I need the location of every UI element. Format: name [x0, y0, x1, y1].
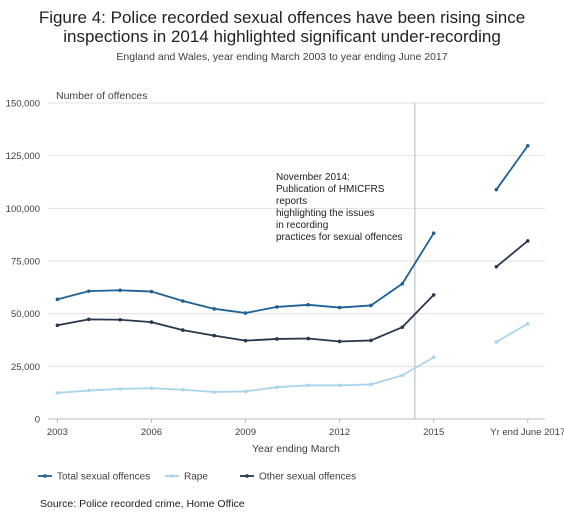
y-tick-label: 0 — [35, 415, 40, 426]
data-point — [55, 297, 60, 302]
legend: Total sexual offences Rape Other sexual of… — [38, 472, 356, 483]
data-point — [369, 338, 373, 343]
chart-title-line-2: inspections in 2014 highlighted signific… — [63, 27, 501, 46]
data-point — [400, 325, 405, 329]
x-tick-label: 2012 — [329, 427, 350, 438]
x-tick-label: 2003 — [47, 427, 68, 438]
data-point — [149, 320, 154, 324]
series-line-segment — [495, 322, 529, 343]
y-tick-label: 150,000 — [6, 99, 40, 110]
x-axis-ticks: 2003 2006 2009 2012 2015 Yr end June 2017 — [47, 419, 564, 438]
series-other-sexual-offences — [55, 239, 530, 344]
chart-title: Figure 4: Police recorded sexual offence… — [0, 8, 564, 46]
legend-item: Rape — [165, 472, 208, 483]
data-point — [337, 305, 342, 310]
annotation-line: November 2014: — [276, 172, 350, 183]
series-line — [57, 356, 435, 394]
legend-label: Total sexual offences — [57, 472, 150, 483]
data-point — [400, 281, 405, 286]
data-point — [118, 317, 122, 322]
data-point — [118, 288, 122, 293]
data-point — [369, 303, 373, 308]
annotation-line: highlighting the issues — [276, 208, 374, 219]
data-point — [86, 289, 91, 293]
y-tick-label: 100,000 — [6, 204, 40, 215]
legend-marker — [43, 474, 47, 478]
data-point — [212, 333, 216, 338]
data-point — [494, 264, 499, 269]
data-point — [431, 355, 436, 360]
legend-item: Total sexual offences — [38, 472, 150, 483]
chart-title-line-1: Figure 4: Police recorded sexual offence… — [38, 8, 526, 27]
data-point — [55, 391, 60, 395]
x-tick-label: Yr end June 2017 — [490, 427, 564, 438]
series-line — [57, 232, 435, 314]
y-tick-label: 75,000 — [11, 257, 40, 268]
x-axis-label: Year ending March — [252, 443, 340, 455]
data-point — [306, 336, 311, 341]
data-point — [118, 387, 122, 391]
y-tick-label: 50,000 — [11, 309, 40, 320]
annotation-line: reports — [276, 196, 307, 207]
x-tick-label: 2006 — [141, 427, 162, 438]
data-point — [181, 387, 185, 392]
data-point — [212, 390, 216, 394]
legend-label: Rape — [184, 472, 208, 483]
series-line-segment — [495, 145, 529, 191]
series-rape — [55, 321, 530, 395]
chart-subtitle: England and Wales, year ending March 200… — [116, 51, 448, 63]
annotation-line: practices for sexual offences — [276, 232, 403, 243]
data-point — [243, 311, 248, 315]
data-point — [149, 386, 154, 391]
data-point — [275, 337, 279, 341]
data-point — [494, 187, 499, 192]
data-point — [181, 299, 185, 303]
data-point — [337, 339, 342, 344]
y-tick-label: 25,000 — [11, 362, 40, 373]
data-point — [243, 338, 248, 343]
y-tick-label: 125,000 — [6, 151, 40, 162]
x-tick-label: 2015 — [423, 427, 444, 438]
data-point — [275, 385, 279, 389]
annotation-line: Publication of HMICFRS — [276, 184, 385, 195]
data-point — [306, 383, 311, 388]
data-point — [337, 383, 342, 388]
data-point — [306, 303, 311, 307]
data-point — [149, 289, 154, 294]
y-axis-ticks: 0 25,000 50,000 75,000 100,000 125,000 150,000 — [6, 99, 40, 426]
series-total-sexual-offences — [55, 143, 530, 315]
data-point — [212, 307, 216, 311]
annotation: November 2014:Publication of HMICFRSrepo… — [276, 172, 403, 243]
legend-marker — [245, 474, 249, 478]
data-point — [275, 305, 279, 309]
x-tick-label: 2009 — [235, 427, 256, 438]
data-point — [86, 388, 91, 393]
annotation-line: in recording — [276, 220, 328, 231]
data-point — [525, 239, 530, 243]
data-point — [525, 321, 530, 326]
legend-item: Other sexual offences — [240, 472, 356, 483]
y-axis-label: Number of offences — [56, 90, 147, 102]
gridlines — [48, 102, 545, 420]
data-point — [181, 328, 185, 332]
data-point — [431, 231, 436, 235]
series-line-segment — [495, 240, 529, 268]
data-point — [243, 389, 248, 394]
data-point — [525, 143, 530, 148]
data-point — [55, 323, 60, 328]
data-point — [431, 293, 436, 297]
data-point — [494, 340, 499, 344]
source-note: Source: Police recorded crime, Home Offi… — [40, 498, 245, 510]
legend-label: Other sexual offences — [259, 472, 356, 483]
legend-marker — [170, 474, 174, 478]
data-point — [369, 382, 373, 387]
data-point — [400, 373, 405, 378]
series-lines — [55, 143, 530, 395]
data-point — [86, 317, 91, 322]
